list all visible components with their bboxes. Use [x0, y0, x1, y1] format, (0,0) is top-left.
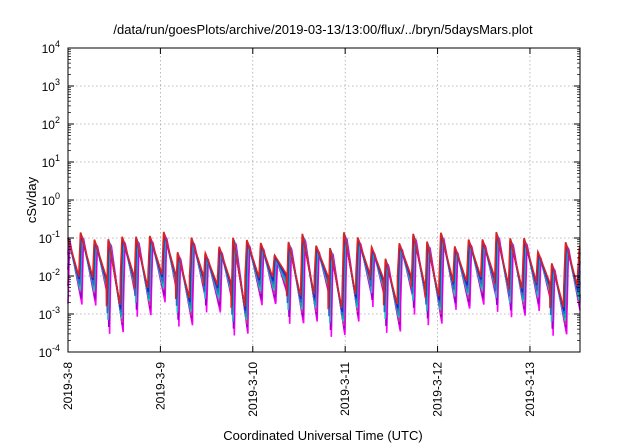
x-tick-label: 2019-3-13 [523, 362, 537, 417]
x-tick-label: 2019-3-11 [338, 362, 352, 416]
x-tick-label: 2019-3-10 [246, 362, 260, 417]
grid-lines [68, 48, 580, 352]
y-tick-label: 104 [42, 39, 60, 56]
chart-title: /data/run/goesPlots/archive/2019-03-13/1… [113, 22, 533, 37]
y-tick-label: 103 [42, 77, 60, 94]
y-tick-label: 100 [42, 191, 60, 208]
y-tick-label: 102 [42, 115, 60, 132]
x-tick-label: 2019-3-12 [431, 362, 445, 417]
y-tick-label: 101 [42, 153, 60, 170]
y-axis-label: cSv/day [24, 176, 39, 223]
y-tick-label: 10-2 [39, 267, 60, 284]
y-tick-labels: 10-4 10-3 10-2 10-1 100 101 102 103 104 [39, 39, 60, 360]
x-tick-label: 2019-3-8 [61, 362, 75, 410]
x-tick-label: 2019-3-9 [153, 362, 167, 410]
series-line [67, 231, 581, 310]
series-line [67, 238, 581, 337]
y-tick-label: 10-4 [39, 343, 60, 360]
series-line [67, 237, 581, 331]
x-tick-labels: 2019-3-8 2019-3-9 2019-3-10 2019-3-11 2019-3… [61, 362, 537, 417]
ticks [67, 47, 580, 353]
y-tick-label: 10-1 [39, 229, 60, 246]
series-line [67, 237, 581, 333]
x-axis-label: Coordinated Universal Time (UTC) [223, 428, 422, 443]
y-tick-label: 10-3 [39, 305, 60, 322]
series-group [67, 231, 581, 337]
